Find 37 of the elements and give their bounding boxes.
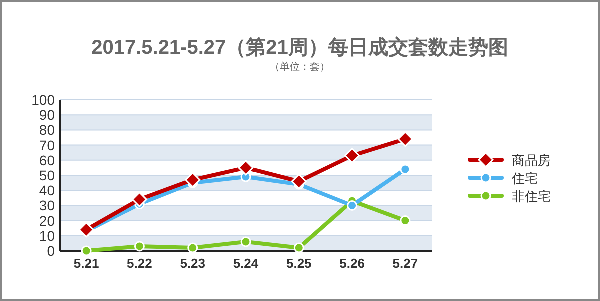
point xyxy=(81,246,92,256)
y-tick-label: 10 xyxy=(39,228,56,244)
x-tick-label: 5.21 xyxy=(74,256,100,271)
x-tick-label: 5.27 xyxy=(392,256,418,271)
y-tick-label: 80 xyxy=(39,122,56,138)
point xyxy=(188,242,198,254)
point xyxy=(185,172,201,188)
x-tick-label: 5.26 xyxy=(340,256,365,271)
point xyxy=(238,160,254,176)
point xyxy=(347,200,358,211)
point xyxy=(132,192,148,208)
point xyxy=(398,132,414,148)
y-tick-label: 90 xyxy=(39,107,56,124)
legend-label: 商品房 xyxy=(512,153,551,168)
x-tick-label: 5.23 xyxy=(180,256,206,271)
y-tick-label: 100 xyxy=(32,92,56,108)
chart-title: 2017.5.21-5.27（第21周）每日成交套数走势图 xyxy=(92,36,508,59)
y-tick-label: 20 xyxy=(39,212,56,229)
y-tick-label: 30 xyxy=(39,198,56,214)
point xyxy=(134,241,145,252)
y-tick-label: 0 xyxy=(47,243,56,259)
y-tick-label: 70 xyxy=(39,137,56,154)
point xyxy=(78,222,94,238)
y-tick-label: 40 xyxy=(39,182,56,199)
y-tick-label: 50 xyxy=(39,168,56,184)
point xyxy=(294,242,304,254)
legend-label: 非住宅 xyxy=(512,189,551,204)
x-tick-label: 5.24 xyxy=(233,256,260,271)
y-tick-label: 60 xyxy=(39,152,56,168)
chart-subtitle: （单位：套） xyxy=(270,61,330,73)
x-tick-label: 5.22 xyxy=(127,256,152,271)
point xyxy=(400,164,411,175)
point xyxy=(291,174,307,190)
x-tick-label: 5.25 xyxy=(286,256,312,271)
legend-label: 住宅 xyxy=(511,171,538,186)
point xyxy=(344,148,360,164)
point xyxy=(240,236,252,248)
